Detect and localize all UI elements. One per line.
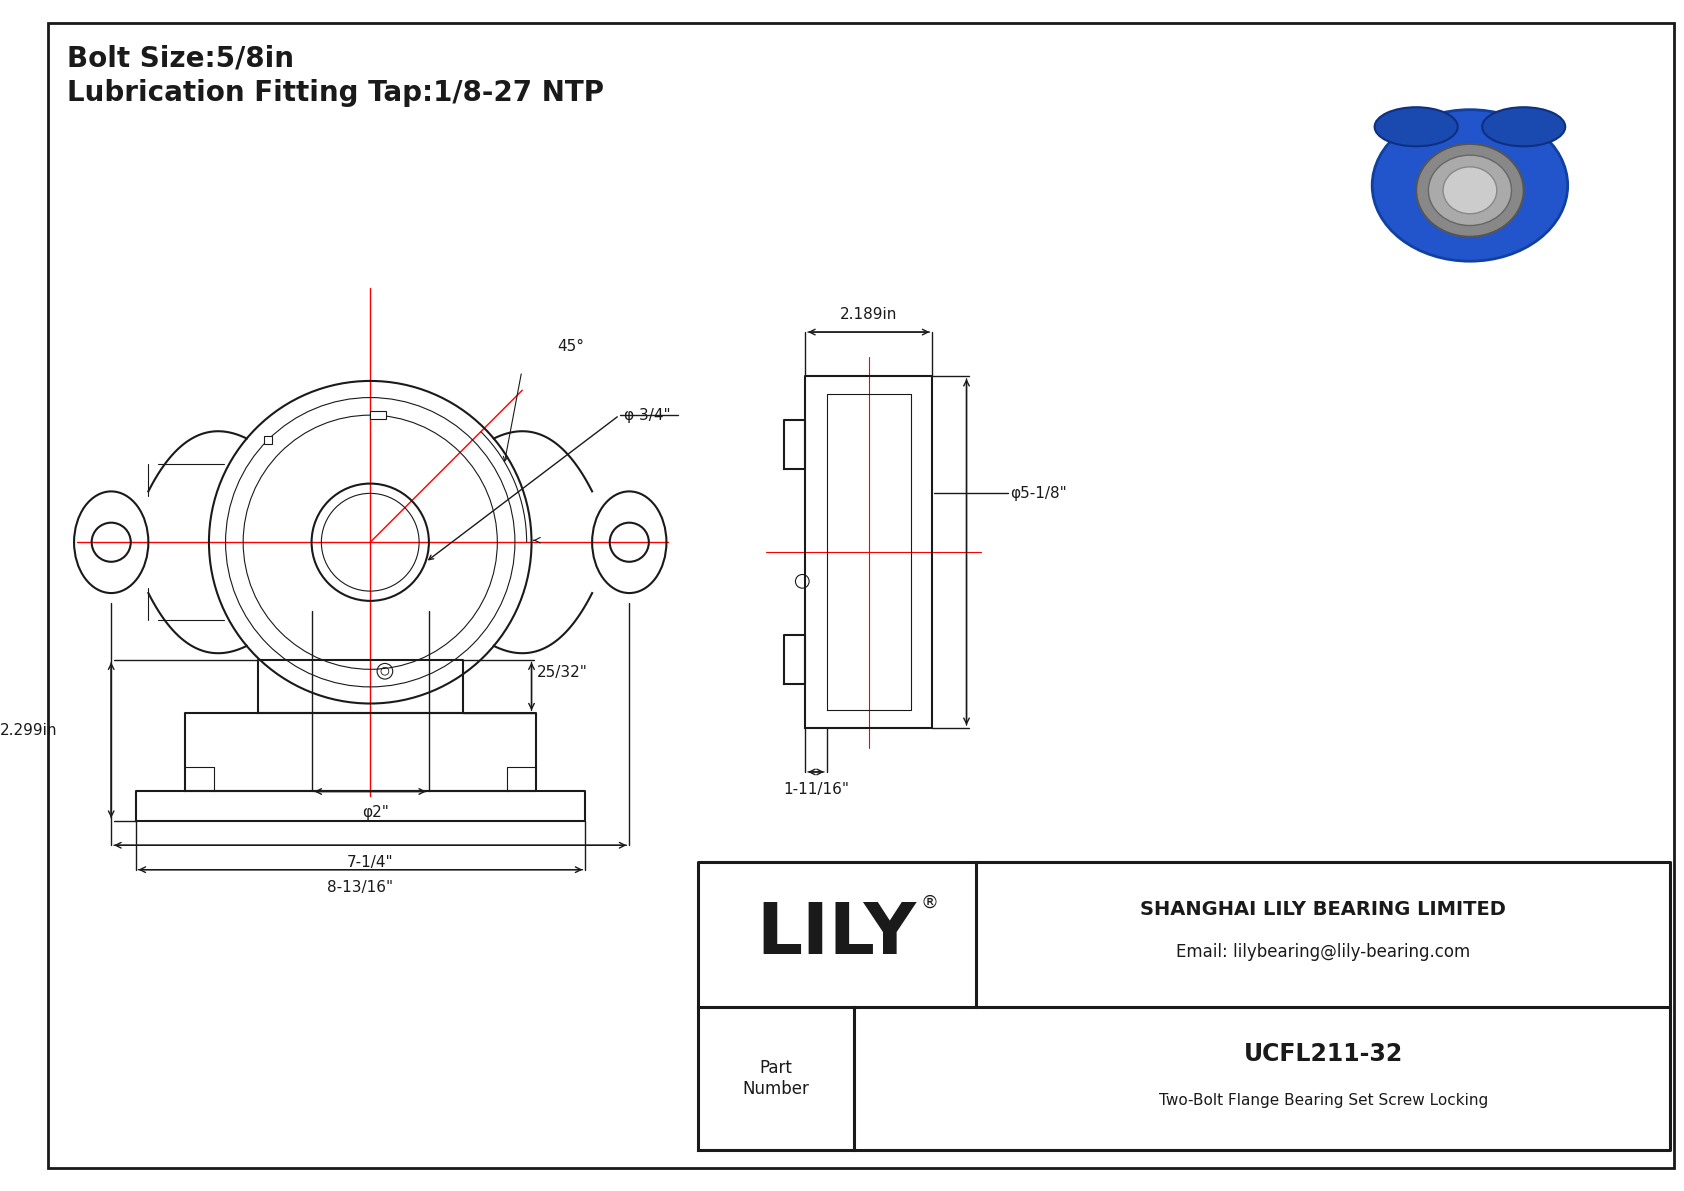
Text: UCFL211-32: UCFL211-32 [1244,1042,1403,1066]
Text: 2.189in: 2.189in [840,307,898,322]
Text: Two-Bolt Flange Bearing Set Screw Locking: Two-Bolt Flange Bearing Set Screw Lockin… [1159,1093,1489,1108]
Text: Bolt Size:5/8in: Bolt Size:5/8in [67,44,295,73]
Text: 8-13/16": 8-13/16" [327,880,394,894]
Text: φ 3/4": φ 3/4" [625,407,670,423]
Text: 2.299in: 2.299in [0,723,57,738]
Text: Lubrication Fitting Tap:1/8-27 NTP: Lubrication Fitting Tap:1/8-27 NTP [67,79,605,106]
Ellipse shape [1428,155,1512,225]
Ellipse shape [1482,107,1564,146]
Text: SHANGHAI LILY BEARING LIMITED: SHANGHAI LILY BEARING LIMITED [1140,900,1505,919]
Text: Email: lilybearing@lily-bearing.com: Email: lilybearing@lily-bearing.com [1175,943,1470,961]
Text: Part
Number: Part Number [743,1060,810,1098]
Ellipse shape [1374,107,1458,146]
Bar [263,436,273,444]
Bar [370,411,386,419]
Text: 25/32": 25/32" [537,665,588,680]
Text: LILY: LILY [756,899,916,968]
Text: φ5-1/8": φ5-1/8" [1010,486,1068,501]
Text: 7-1/4": 7-1/4" [347,855,394,871]
Ellipse shape [1372,110,1568,261]
Text: 45°: 45° [557,339,584,354]
Ellipse shape [1416,144,1524,237]
Ellipse shape [1443,167,1497,214]
Text: 1-11/16": 1-11/16" [783,782,849,797]
Text: φ2": φ2" [362,805,389,821]
Text: ®: ® [921,894,938,912]
